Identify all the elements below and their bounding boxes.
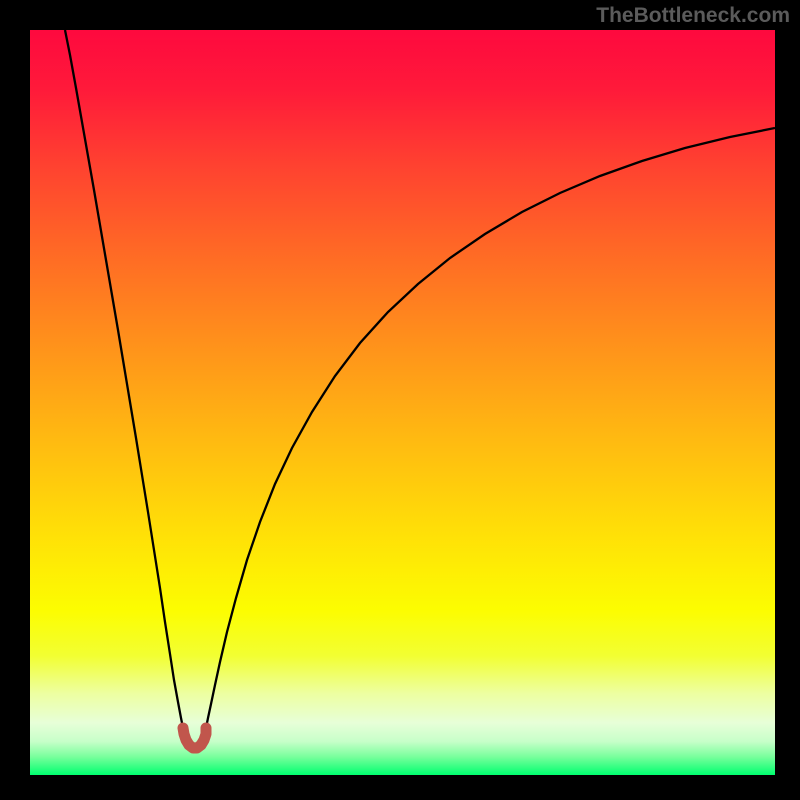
attribution-text: TheBottleneck.com [596, 4, 790, 28]
bottleneck-chart [30, 30, 775, 775]
chart-background [30, 30, 775, 775]
